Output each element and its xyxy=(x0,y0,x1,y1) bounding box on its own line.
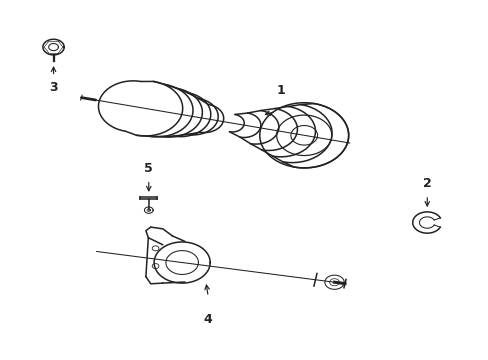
Text: 2: 2 xyxy=(422,177,431,190)
Text: 5: 5 xyxy=(144,162,153,175)
Text: 3: 3 xyxy=(49,81,58,94)
Text: 1: 1 xyxy=(276,84,285,97)
Text: 4: 4 xyxy=(203,313,212,326)
